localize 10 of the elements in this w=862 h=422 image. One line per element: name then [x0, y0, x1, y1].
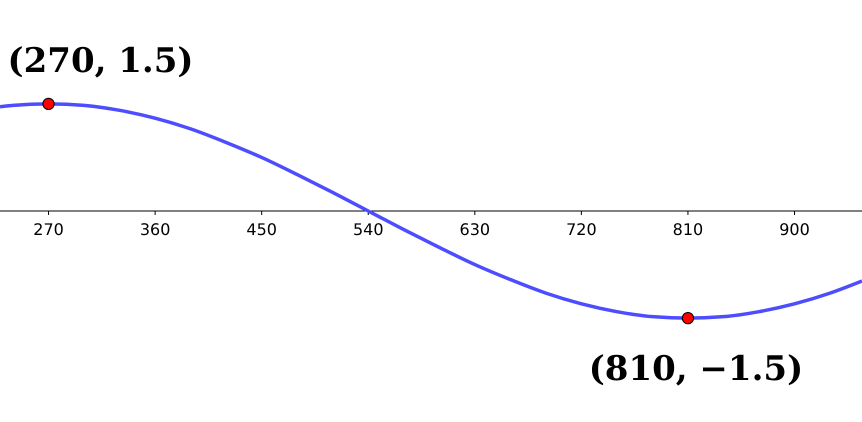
x-tick-label: 360 [140, 220, 170, 239]
x-tick-label: 540 [352, 220, 384, 239]
x-tick-label: 900 [779, 220, 810, 239]
data-label: (810, −1.5) [588, 349, 804, 390]
data-label: (270, 1.5) [8, 40, 194, 81]
x-tick-label: 720 [566, 220, 597, 239]
x-tick-label: 630 [460, 220, 490, 239]
x-tick-label: 450 [246, 220, 277, 239]
x-tick-label: 270 [33, 220, 64, 239]
x-tick-label: 810 [672, 220, 704, 239]
